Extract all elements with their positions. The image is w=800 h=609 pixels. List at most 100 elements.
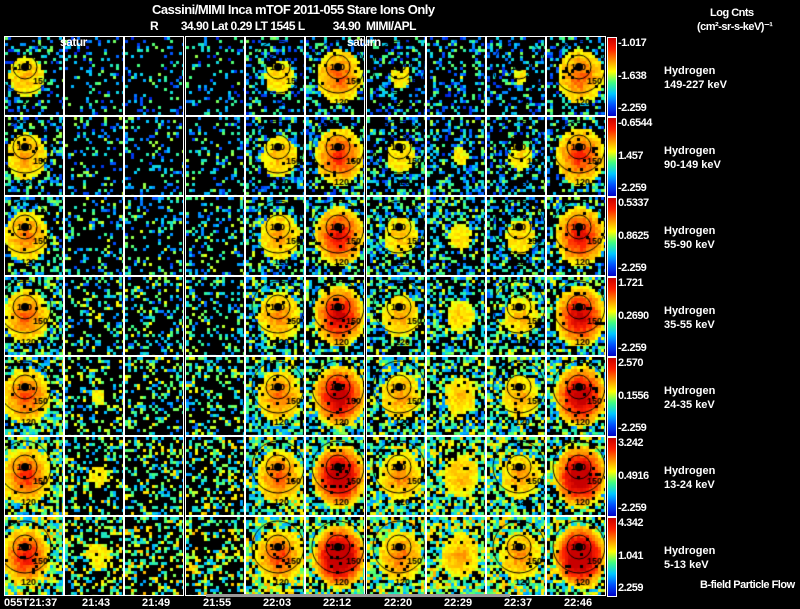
image-panel (185, 276, 245, 356)
colorbar-label: 0.8625 (618, 230, 649, 242)
row-label-energy: 149-227 keV (664, 79, 727, 91)
image-panel (64, 436, 124, 516)
image-panel (64, 116, 124, 196)
image-panel (185, 196, 245, 276)
heatmap-cells (427, 277, 485, 355)
image-panel (64, 356, 124, 436)
image-panel (366, 436, 426, 516)
image-panel (305, 36, 365, 116)
colorbar-label: 4.342 (618, 517, 644, 529)
colorbar-label: 1.041 (618, 550, 644, 562)
x-tick-label: 055T21:37 (4, 597, 58, 609)
colorbar-label: -2.259 (618, 422, 647, 434)
row-label-energy: 35-55 keV (664, 319, 715, 331)
heatmap-cells (125, 117, 183, 195)
heatmap-cells (186, 117, 244, 195)
heatmap-cells (547, 437, 605, 515)
colorbar-label: -2.259 (618, 502, 647, 514)
row-label-energy: 5-13 keV (664, 559, 709, 571)
saturn-label: satur (60, 35, 87, 49)
colorbar (607, 277, 617, 357)
heatmap-cells (487, 437, 545, 515)
image-panel (486, 36, 546, 116)
row-label-species: Hydrogen (664, 385, 716, 397)
heatmap-cells (246, 357, 304, 435)
heatmap-cells (65, 277, 123, 355)
image-panel (4, 356, 64, 436)
image-panel (486, 516, 546, 596)
colorbar (607, 437, 617, 517)
heatmap-cells (306, 37, 364, 115)
heatmap-cells (306, 517, 364, 595)
heatmap-cells (5, 357, 63, 435)
heatmap-cells (427, 117, 485, 195)
colorbar-label: 1.457 (618, 150, 644, 162)
image-panel (546, 436, 606, 516)
image-panel (4, 196, 64, 276)
colorbar (607, 517, 617, 597)
colorbar-label: -0.6544 (618, 117, 652, 129)
image-panel (546, 356, 606, 436)
heatmap-cells (186, 517, 244, 595)
heatmap-cells (367, 517, 425, 595)
heatmap-cells (5, 37, 63, 115)
image-panel (426, 436, 486, 516)
heatmap-cells (246, 37, 304, 115)
heatmap-cells (186, 357, 244, 435)
row-label-species: Hydrogen (664, 465, 716, 477)
colorbar-label: 0.2690 (618, 310, 649, 322)
image-panel (305, 436, 365, 516)
x-tick-label: 22:29 (444, 597, 473, 609)
image-panel (546, 36, 606, 116)
heatmap-cells (125, 517, 183, 595)
colorbar-label: -2.259 (618, 102, 647, 114)
heatmap-cells (125, 357, 183, 435)
plot-subtitle: R 34.90 Lat 0.29 LT 1545 L 34.90 MIMI/AP… (150, 19, 417, 33)
heatmap-cells (65, 437, 123, 515)
image-panel (4, 36, 64, 116)
x-tick-label: 21:55 (203, 597, 232, 609)
colorbar-label: -1.638 (618, 70, 647, 82)
heatmap-cells (5, 517, 63, 595)
image-panel (124, 276, 184, 356)
heatmap-cells (547, 357, 605, 435)
heatmap-cells (246, 117, 304, 195)
heatmap-cells (427, 37, 485, 115)
image-panel (124, 516, 184, 596)
heatmap-cells (186, 37, 244, 115)
units-label: Log Cnts (710, 7, 754, 19)
image-panel (4, 516, 64, 596)
heatmap-cells (427, 517, 485, 595)
heatmap-cells (246, 277, 304, 355)
heatmap-cells (246, 437, 304, 515)
image-panel (366, 356, 426, 436)
image-panel (64, 196, 124, 276)
colorbar (607, 197, 617, 277)
heatmap-cells (367, 117, 425, 195)
footer-note: B-field Particle Flow (700, 579, 795, 591)
image-panel (305, 356, 365, 436)
heatmap-cells (306, 277, 364, 355)
saturn-label: saturn (347, 35, 381, 49)
time-coverage-bar (206, 594, 510, 597)
image-panel (426, 516, 486, 596)
image-panel (305, 196, 365, 276)
units-label-2: (cm²-sr-s-keV)⁻¹ (697, 21, 773, 33)
x-tick-label: 22:37 (504, 597, 533, 609)
heatmap-cells (547, 37, 605, 115)
image-panel (185, 36, 245, 116)
row-label-species: Hydrogen (664, 225, 716, 237)
heatmap-cells (547, 517, 605, 595)
image-panel (426, 116, 486, 196)
heatmap-cells (427, 357, 485, 435)
image-panel (305, 276, 365, 356)
heatmap-cells (427, 197, 485, 275)
image-panel (486, 356, 546, 436)
heatmap-cells (367, 437, 425, 515)
heatmap-cells (367, 37, 425, 115)
image-panel (486, 276, 546, 356)
image-panel (366, 116, 426, 196)
image-panel (124, 196, 184, 276)
colorbar (607, 357, 617, 437)
